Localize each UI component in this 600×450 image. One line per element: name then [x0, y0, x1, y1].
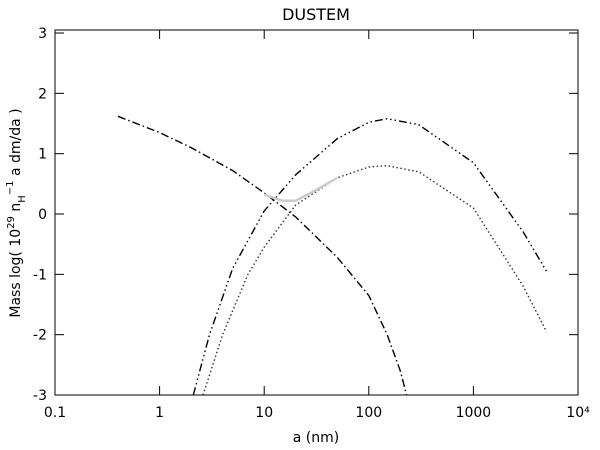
y-label-part: 29 [6, 216, 17, 229]
x-tick-label: 0.1 [44, 405, 66, 421]
x-axis-label: a (nm) [293, 430, 339, 446]
y-label-part: a dm/da ) [8, 108, 24, 180]
y-tick-label: 3 [38, 26, 47, 42]
data-line [117, 115, 408, 396]
y-tick-label: 1 [38, 147, 47, 163]
x-tick-label: 1000 [456, 405, 492, 421]
chart-title: DUSTEM [282, 5, 350, 24]
data-line [202, 164, 548, 396]
x-tick-label: 100 [355, 405, 382, 421]
x-tick-label: 10 [255, 405, 273, 421]
y-label-part: H [17, 195, 28, 203]
y-tick-label: -2 [33, 328, 47, 344]
y-tick-label: -1 [33, 267, 47, 283]
y-axis-label: Mass log( 1029 nH−1 a dm/da ) [5, 108, 28, 317]
x-tick-label: 1 [155, 405, 164, 421]
x-tick-label: 10⁴ [566, 405, 590, 421]
plot-frame [54, 29, 579, 396]
y-tick-label: 0 [38, 207, 47, 223]
y-label-part: −1 [5, 181, 16, 196]
y-label-part: n [8, 203, 24, 216]
y-tick-label: -3 [33, 388, 47, 404]
data-line [192, 117, 548, 396]
y-tick-label: 2 [38, 86, 47, 102]
data-line [263, 176, 338, 202]
y-label-part: Mass log( 10 [8, 229, 24, 318]
